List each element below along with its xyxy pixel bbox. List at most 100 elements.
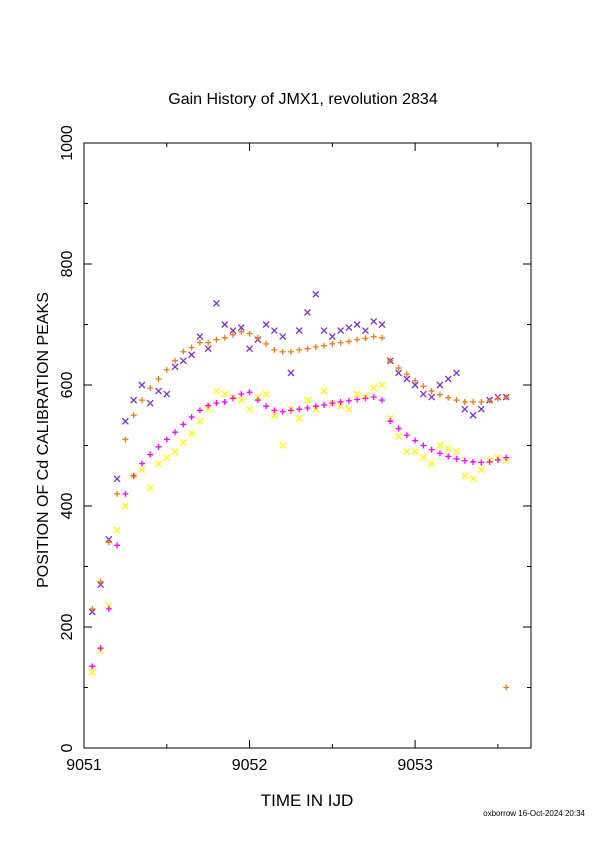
data-point [188, 414, 195, 421]
data-point [155, 387, 162, 395]
data-point [337, 402, 345, 410]
data-point [171, 448, 179, 456]
data-point [412, 437, 419, 444]
data-point [403, 371, 410, 378]
data-point [361, 327, 369, 335]
data-point [312, 403, 319, 410]
data-point [345, 338, 352, 345]
data-point [486, 458, 493, 465]
data-point [478, 398, 485, 405]
data-point [345, 397, 352, 404]
data-point [205, 402, 212, 409]
data-point [172, 429, 179, 436]
data-point [238, 328, 245, 335]
data-point [221, 334, 228, 341]
data-point [105, 535, 113, 543]
data-point [146, 399, 154, 407]
footer-credit: oxborrow 16-Oct-2024 20:34 [483, 809, 585, 818]
data-point [444, 375, 452, 383]
data-point [279, 408, 286, 415]
data-point [379, 397, 385, 404]
data-point [114, 542, 121, 549]
data-point [320, 327, 328, 335]
data-point [296, 406, 303, 413]
data-point [130, 472, 137, 479]
data-point [254, 393, 262, 401]
data-point [345, 405, 353, 413]
plot-frame [83, 142, 532, 749]
data-point [378, 381, 386, 389]
data-point [403, 448, 411, 456]
data-point [420, 383, 427, 390]
data-point [88, 668, 96, 676]
data-point [97, 647, 105, 655]
data-point [97, 645, 104, 652]
data-point [337, 339, 344, 346]
data-point [503, 684, 510, 691]
data-point [403, 432, 410, 439]
data-point [370, 333, 377, 340]
y-axis-label: POSITION OF Cd CALIBRATION PEAKS [35, 292, 52, 588]
data-point [196, 417, 204, 425]
data-point [172, 357, 179, 364]
data-point [262, 321, 270, 328]
data-point [179, 439, 187, 446]
data-point [362, 395, 369, 402]
x-tick-label: 9052 [232, 757, 268, 774]
data-point [453, 397, 460, 404]
data-point [188, 344, 195, 351]
data-point [147, 451, 154, 458]
data-point [395, 365, 402, 372]
data-point [411, 381, 419, 389]
data-point [428, 446, 435, 453]
data-point [378, 321, 386, 328]
data-point [270, 327, 278, 335]
data-point [221, 390, 229, 398]
data-point [362, 335, 369, 342]
data-point [304, 404, 311, 411]
data-point [370, 384, 378, 392]
data-point [196, 339, 203, 346]
data-point [105, 602, 113, 610]
data-point [453, 455, 460, 462]
data-point [179, 357, 187, 365]
data-point [212, 299, 220, 307]
chart-title: Gain History of JMX1, revolution 2834 [168, 91, 438, 108]
data-point [279, 442, 287, 449]
data-point [477, 466, 485, 474]
data-point [138, 460, 145, 467]
data-point [345, 324, 353, 331]
data-point [419, 390, 427, 398]
data-point [130, 396, 138, 404]
data-point [461, 472, 469, 480]
data-point [147, 385, 154, 392]
data-point [486, 397, 493, 404]
data-point [444, 445, 452, 452]
data-point [246, 405, 254, 413]
data-point [171, 363, 179, 371]
data-point [428, 393, 436, 401]
data-point [295, 327, 303, 335]
x-tick-label: 9051 [66, 757, 102, 774]
data-point [163, 390, 171, 398]
data-point [287, 407, 294, 414]
data-point [370, 394, 377, 401]
data-point [386, 414, 394, 422]
data-point [494, 395, 501, 402]
data-point [320, 387, 328, 395]
data-point [221, 321, 229, 328]
data-point [304, 345, 311, 352]
x-tick-label: 9053 [397, 757, 433, 774]
data-point [121, 417, 129, 425]
data-point [238, 391, 245, 398]
data-point [329, 400, 336, 407]
data-point [403, 375, 411, 383]
data-point [470, 458, 477, 465]
data-point [354, 396, 361, 403]
data-point [105, 605, 112, 612]
data-point [138, 397, 145, 404]
data-point [329, 340, 336, 347]
data-point [395, 369, 403, 377]
data-point [337, 398, 344, 405]
data-point [114, 490, 121, 497]
